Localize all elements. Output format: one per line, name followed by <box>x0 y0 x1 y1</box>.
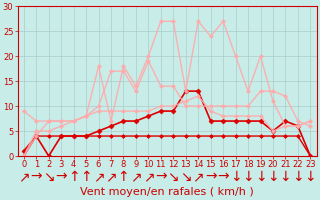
X-axis label: Vent moyen/en rafales ( km/h ): Vent moyen/en rafales ( km/h ) <box>80 187 254 197</box>
